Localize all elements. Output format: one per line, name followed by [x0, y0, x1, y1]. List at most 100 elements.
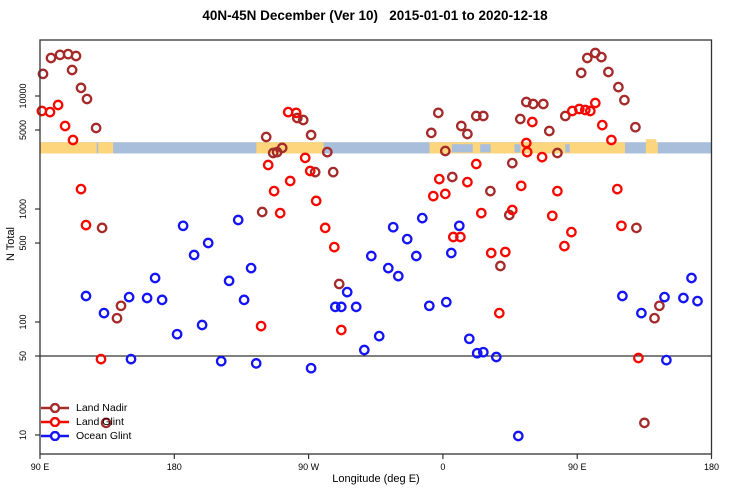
- plot-frame: [39, 39, 713, 455]
- ocean-glint-point: [686, 272, 697, 284]
- legend-item-land-glint: Land Glint: [40, 415, 131, 429]
- x-axis-title: Longitude (deg E): [332, 473, 420, 485]
- ocean-glint-point: [188, 249, 200, 261]
- ocean-glint-point: [305, 362, 317, 374]
- land-nadir-point: [514, 113, 526, 125]
- land-nadir-point: [70, 50, 82, 62]
- ocean-glint-point: [416, 212, 428, 224]
- land-glint-point: [95, 353, 107, 365]
- ocean-glint-point: [245, 262, 257, 274]
- land-nadir-point: [613, 81, 624, 93]
- land-glint-point: [526, 116, 538, 128]
- land-glint-point: [536, 151, 548, 163]
- land-nadir-point: [581, 52, 593, 64]
- land-glint-point: [633, 352, 644, 364]
- land-glint-point: [475, 207, 487, 219]
- land-glint-point: [521, 146, 533, 158]
- ocean-glint-point: [661, 354, 672, 366]
- land-nadir-point: [297, 114, 309, 126]
- land-nadir-point: [432, 107, 444, 119]
- x-tick-label: 180: [704, 462, 719, 472]
- land-glint-point: [596, 119, 608, 131]
- y-tick-label: 50: [18, 351, 28, 361]
- land-nadir-point: [477, 110, 489, 122]
- ocean-glint-point: [392, 270, 404, 282]
- legend-item-land-nadir: Land Nadir: [40, 401, 131, 415]
- land-glint-point: [268, 185, 280, 197]
- land-nadir-point: [115, 300, 127, 312]
- legend: Land Nadir Land Glint Ocean Glint: [40, 401, 131, 443]
- land-glint-point: [485, 247, 497, 259]
- ocean-glint-point: [335, 301, 347, 313]
- ocean-glint-point: [692, 295, 703, 307]
- land-glint-point: [80, 219, 92, 231]
- y-tick-label: 500: [18, 236, 28, 251]
- x-tick-label: 0: [440, 462, 445, 472]
- land-nadir-point: [631, 222, 642, 234]
- ocean-glint-point: [149, 272, 161, 284]
- x-tick-label: 180: [167, 462, 182, 472]
- ocean-glint-point: [382, 262, 394, 274]
- chart-title: 40N-45N December (Ver 10) 2015-01-01 to …: [202, 8, 548, 23]
- land-nadir-point: [654, 300, 665, 312]
- land-glint-point: [611, 183, 623, 195]
- ocean-glint-point: [238, 294, 250, 306]
- ocean-glint-point: [387, 221, 399, 233]
- ocean-glint-point: [350, 301, 362, 313]
- land-glint-point: [579, 104, 591, 116]
- ocean-glint-point: [373, 330, 385, 342]
- legend-label: Ocean Glint: [76, 430, 132, 442]
- map-band-water-patch: [514, 144, 521, 153]
- land-glint-point: [290, 107, 302, 119]
- x-tick-label: 90 W: [298, 462, 320, 472]
- land-nadir-point: [260, 131, 272, 143]
- x-tick-label: 90 E: [31, 462, 50, 472]
- land-glint-marker-icon: [41, 417, 69, 427]
- map-band-land-segment: [98, 142, 114, 154]
- land-nadir-point: [111, 312, 123, 324]
- land-glint-point: [447, 231, 459, 243]
- land-nadir-point: [333, 278, 345, 290]
- ocean-glint-point: [490, 351, 502, 363]
- land-glint-point: [439, 188, 451, 200]
- land-glint-point: [584, 105, 596, 117]
- land-glint-point: [328, 241, 340, 253]
- map-band-water-patch: [565, 144, 570, 153]
- land-nadir-point: [639, 417, 650, 429]
- map-band-land-segment: [256, 142, 324, 154]
- ocean-glint-point: [401, 233, 413, 245]
- ocean-glint-point: [358, 344, 370, 356]
- land-glint-point: [67, 134, 79, 146]
- land-nadir-point: [90, 122, 102, 134]
- land-nadir-point: [256, 206, 268, 218]
- ocean-glint-point: [177, 220, 189, 232]
- y-tick-label: 5000: [18, 120, 28, 140]
- land-glint-point: [606, 134, 617, 146]
- ocean-glint-point: [512, 430, 524, 442]
- map-band-land-segment: [40, 142, 97, 154]
- ocean-glint-point: [250, 358, 262, 369]
- ocean-glint-point: [440, 296, 452, 308]
- land-glint-point: [433, 173, 445, 185]
- legend-item-ocean-glint: Ocean Glint: [40, 429, 131, 443]
- ocean-glint-point: [125, 353, 137, 365]
- map-band-land-segment: [645, 142, 658, 154]
- ocean-glint-point: [171, 328, 183, 340]
- land-glint-point: [515, 180, 527, 192]
- ocean-glint-point: [477, 346, 489, 358]
- land-glint-point: [284, 175, 296, 187]
- land-nadir-point: [506, 157, 518, 169]
- land-nadir-point: [75, 82, 87, 94]
- land-nadir-point: [575, 67, 587, 79]
- land-glint-point: [59, 120, 71, 132]
- land-nadir-point: [596, 51, 607, 63]
- ocean-glint-point: [463, 333, 475, 345]
- land-glint-point: [427, 190, 439, 202]
- land-nadir-point: [649, 312, 660, 324]
- ocean-glint-point: [423, 300, 435, 312]
- ocean-glint-point: [329, 301, 341, 313]
- land-nadir-point: [603, 66, 614, 78]
- land-nadir-point: [446, 171, 458, 183]
- land-nadir-point: [537, 98, 549, 110]
- ocean-glint-marker-icon: [41, 431, 69, 441]
